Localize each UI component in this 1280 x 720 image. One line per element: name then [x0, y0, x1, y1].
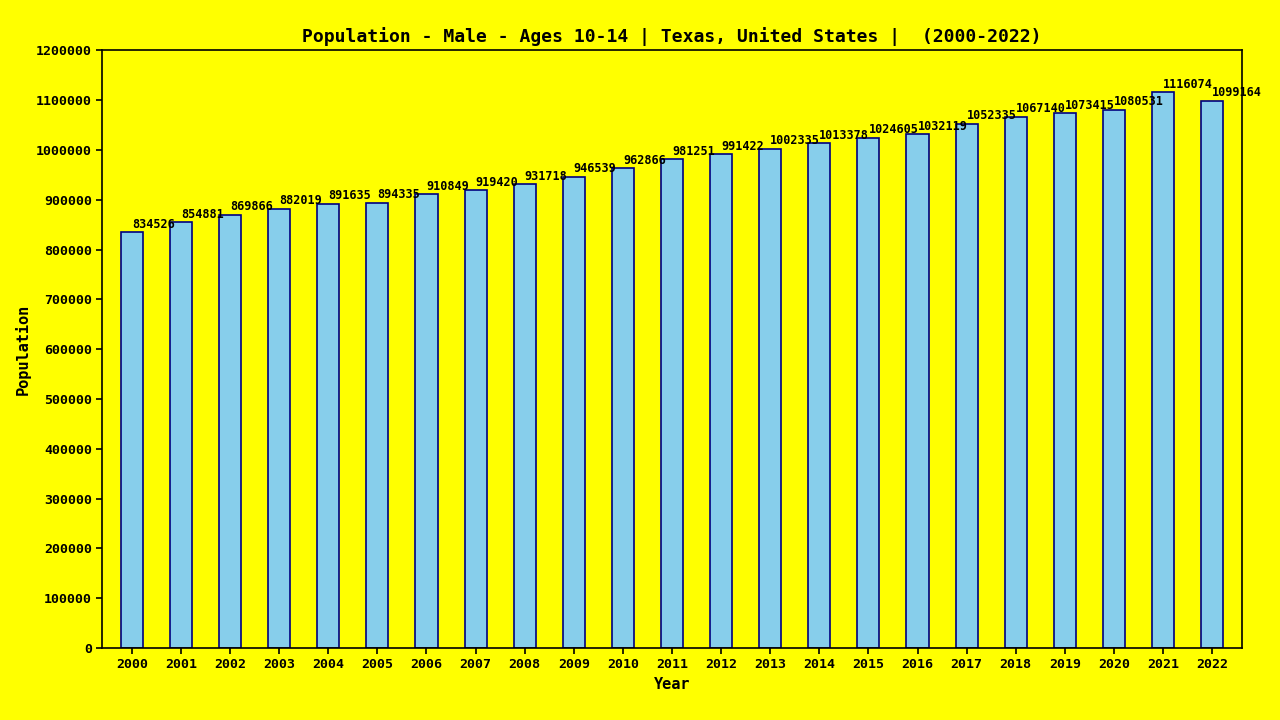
Bar: [120, 233, 143, 648]
Bar: [1152, 92, 1174, 648]
Text: 891635: 891635: [328, 189, 371, 202]
Text: 1013378: 1013378: [819, 129, 869, 142]
Text: 919420: 919420: [476, 176, 518, 189]
Bar: [759, 149, 781, 648]
Text: 869866: 869866: [230, 200, 273, 213]
Text: 1032119: 1032119: [918, 120, 968, 132]
Text: 962866: 962866: [623, 154, 666, 167]
Text: 1080531: 1080531: [1114, 96, 1164, 109]
Bar: [416, 194, 438, 648]
Text: 931718: 931718: [525, 169, 567, 182]
Bar: [1053, 114, 1076, 648]
Bar: [660, 159, 684, 648]
Text: 981251: 981251: [672, 145, 714, 158]
Text: 1052335: 1052335: [966, 109, 1016, 122]
Bar: [219, 215, 241, 648]
Text: 1099164: 1099164: [1212, 86, 1262, 99]
Bar: [465, 190, 486, 648]
Bar: [1103, 110, 1125, 648]
Bar: [956, 124, 978, 648]
Bar: [317, 204, 339, 648]
Bar: [1201, 101, 1224, 648]
Bar: [170, 222, 192, 648]
Bar: [612, 168, 634, 648]
Title: Population - Male - Ages 10-14 | Texas, United States |  (2000-2022): Population - Male - Ages 10-14 | Texas, …: [302, 27, 1042, 46]
Bar: [563, 176, 585, 648]
Text: 1067140: 1067140: [1016, 102, 1065, 115]
Text: 834526: 834526: [132, 218, 174, 231]
Text: 854881: 854881: [180, 208, 224, 221]
Text: 910849: 910849: [426, 180, 470, 193]
Bar: [366, 202, 388, 648]
Text: 1024605: 1024605: [868, 123, 918, 136]
Bar: [858, 138, 879, 648]
Text: 991422: 991422: [721, 140, 764, 153]
Text: 894335: 894335: [378, 188, 420, 201]
Bar: [268, 209, 291, 648]
Text: 1073415: 1073415: [1065, 99, 1115, 112]
Text: 946539: 946539: [573, 162, 617, 175]
Bar: [906, 134, 928, 648]
Text: 882019: 882019: [279, 194, 323, 207]
Text: 1002335: 1002335: [771, 135, 820, 148]
Text: 1116074: 1116074: [1164, 78, 1213, 91]
Bar: [808, 143, 831, 648]
Bar: [710, 154, 732, 648]
X-axis label: Year: Year: [654, 677, 690, 692]
Y-axis label: Population: Population: [14, 304, 31, 395]
Bar: [1005, 117, 1027, 648]
Bar: [513, 184, 536, 648]
